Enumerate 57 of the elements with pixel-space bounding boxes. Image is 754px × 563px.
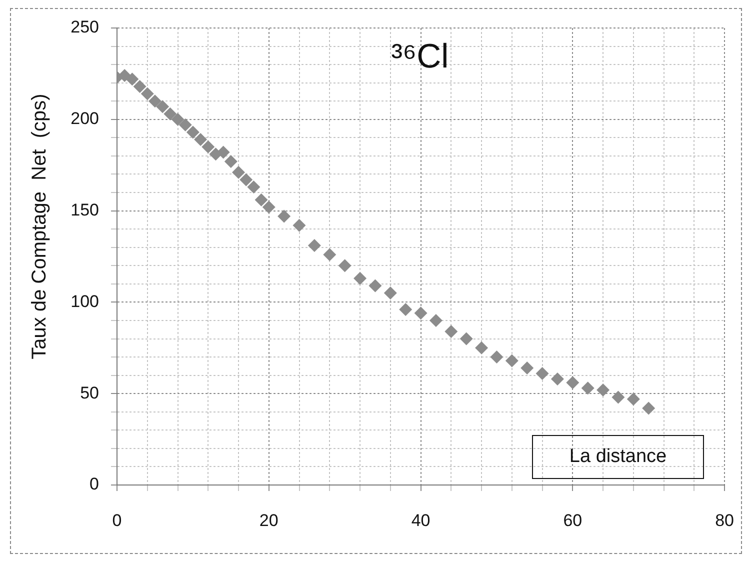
x-tick-label: 60	[563, 510, 582, 530]
point	[254, 193, 268, 206]
point	[156, 100, 170, 114]
chart-title: ³⁶Cl	[391, 37, 449, 76]
point	[216, 146, 230, 159]
point	[520, 362, 534, 375]
point	[186, 126, 200, 139]
point	[171, 112, 184, 126]
point	[550, 372, 564, 386]
point	[338, 259, 352, 272]
point	[240, 173, 253, 186]
point	[429, 314, 442, 327]
x-axis-title: La distance	[532, 435, 704, 479]
point	[308, 239, 321, 252]
point	[444, 324, 458, 338]
y-axis-title: Taux de Comptage Net (cps)	[28, 94, 51, 360]
point	[536, 366, 549, 380]
point	[126, 72, 139, 86]
point	[148, 94, 162, 108]
point	[278, 210, 291, 223]
point	[581, 382, 594, 395]
point	[475, 341, 488, 354]
point	[247, 180, 260, 194]
y-tick-label: 150	[70, 200, 99, 220]
point	[414, 306, 428, 320]
point	[292, 218, 306, 232]
point	[232, 166, 246, 179]
point	[194, 133, 208, 146]
point	[133, 80, 146, 93]
x-tick-label: 40	[411, 510, 430, 530]
point	[460, 332, 473, 346]
point	[642, 402, 656, 415]
point	[224, 154, 238, 168]
x-tick-label: 20	[259, 510, 278, 530]
point	[566, 376, 580, 390]
point	[399, 303, 412, 316]
point	[323, 248, 336, 262]
point	[612, 390, 625, 404]
y-tick-label: 100	[70, 292, 99, 311]
point	[626, 392, 640, 406]
x-tick-label: 0	[112, 510, 122, 530]
x-tick-label: 80	[715, 510, 734, 530]
y-tick-label: 250	[70, 18, 99, 37]
point	[202, 140, 215, 154]
point	[505, 354, 518, 368]
point	[164, 107, 177, 120]
y-tick-label: 50	[80, 383, 99, 402]
point	[368, 279, 382, 292]
point	[140, 87, 154, 100]
point	[354, 272, 367, 285]
point	[596, 383, 610, 396]
y-tick-label: 200	[70, 109, 99, 128]
point	[178, 118, 192, 132]
point	[262, 200, 276, 214]
y-tick-label: 0	[90, 474, 99, 494]
point	[490, 350, 504, 364]
point	[384, 286, 397, 300]
